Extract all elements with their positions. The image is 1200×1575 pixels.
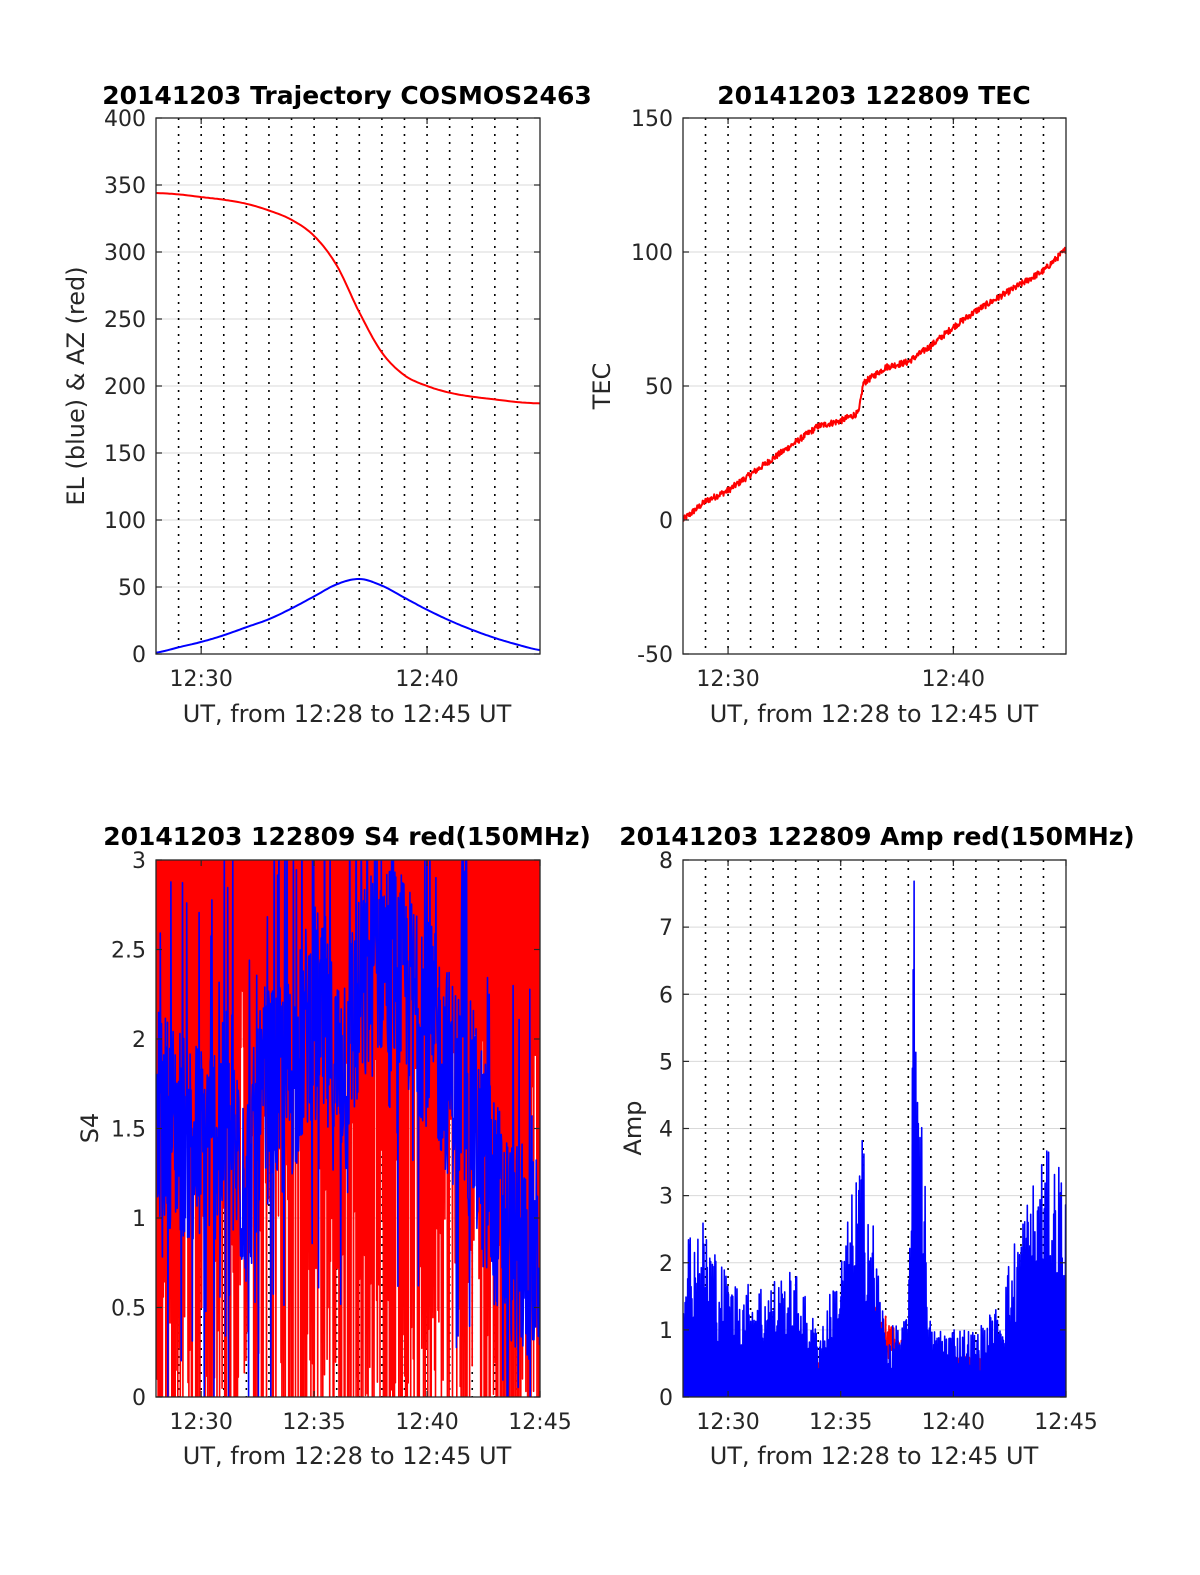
y-tick-label: 1 — [659, 1319, 673, 1344]
plot-area — [683, 246, 1066, 522]
y-tick-label: 2 — [132, 1028, 146, 1053]
x-tick-label: 12:45 — [508, 1410, 571, 1435]
grid — [683, 859, 1066, 1398]
y-tick-label: 50 — [118, 576, 146, 601]
y-axis-label: Amp — [619, 1100, 647, 1155]
x-tick-label: 12:40 — [922, 1410, 985, 1435]
y-axis-label: EL (blue) & AZ (red) — [62, 266, 90, 505]
y-tick-label: 6 — [659, 983, 673, 1008]
y-tick-label: 350 — [104, 174, 146, 199]
s4-chart: 20141203 122809 S4 red(150MHz) UT, from … — [76, 822, 591, 1470]
y-tick-label: -50 — [637, 643, 673, 668]
grid — [683, 117, 1066, 655]
y-axis-label: S4 — [76, 1113, 104, 1144]
series-line-red — [683, 246, 1066, 522]
y-tick-label: 0.5 — [111, 1297, 146, 1322]
y-tick-label: 5 — [659, 1050, 673, 1075]
x-tick-label: 12:35 — [809, 1410, 872, 1435]
y-tick-label: 0 — [132, 1386, 146, 1411]
y-tick-label: 3 — [659, 1185, 673, 1210]
plot-area — [156, 860, 540, 1397]
y-tick-label: 400 — [104, 107, 146, 132]
y-tick-label: 50 — [645, 375, 673, 400]
chart-title: 20141203 Trajectory COSMOS2463 — [102, 81, 592, 110]
y-tick-label: 100 — [104, 509, 146, 534]
x-tick-label: 12:40 — [395, 667, 458, 692]
y-tick-label: 0 — [132, 643, 146, 668]
y-tick-label: 0 — [659, 509, 673, 534]
amp-chart: 20141203 122809 Amp red(150MHz) UT, from… — [619, 822, 1135, 1470]
x-tick-label: 12:30 — [696, 1410, 759, 1435]
y-tick-label: 8 — [659, 849, 673, 874]
trajectory-chart: 20141203 Trajectory COSMOS2463 UT, from … — [62, 81, 592, 728]
x-tick-label: 12:30 — [169, 1410, 232, 1435]
y-tick-label: 150 — [104, 442, 146, 467]
y-tick-label: 1 — [132, 1207, 146, 1232]
x-tick-label: 12:30 — [169, 667, 232, 692]
x-tick-label: 12:45 — [1034, 1410, 1097, 1435]
x-tick-label: 12:40 — [395, 1410, 458, 1435]
tec-chart: 20141203 122809 TEC UT, from 12:28 to 12… — [588, 81, 1067, 728]
y-tick-label: 200 — [104, 375, 146, 400]
y-tick-label: 4 — [659, 1118, 673, 1143]
x-axis-label: UT, from 12:28 to 12:45 UT — [183, 700, 512, 728]
series-line-red — [156, 192, 540, 405]
x-axis-label: UT, from 12:28 to 12:45 UT — [710, 1442, 1039, 1470]
plot-area — [683, 880, 1066, 1397]
x-axis-label: UT, from 12:28 to 12:45 UT — [183, 1442, 512, 1470]
x-axis-label: UT, from 12:28 to 12:45 UT — [710, 700, 1039, 728]
y-tick-label: 3 — [132, 849, 146, 874]
y-tick-label: 7 — [659, 916, 673, 941]
grid — [156, 117, 540, 655]
chart-title: 20141203 122809 S4 red(150MHz) — [103, 822, 591, 851]
y-tick-label: 150 — [631, 107, 673, 132]
y-tick-label: 2.5 — [111, 939, 146, 964]
series-line-blue — [683, 880, 1066, 1397]
y-axis-label: TEC — [588, 363, 616, 411]
y-tick-label: 1.5 — [111, 1118, 146, 1143]
series-line-blue — [156, 578, 540, 654]
chart-title: 20141203 122809 TEC — [717, 81, 1030, 110]
x-tick-label: 12:30 — [696, 667, 759, 692]
x-tick-label: 12:40 — [922, 667, 985, 692]
series-line-blue — [156, 860, 540, 1397]
chart-title: 20141203 122809 Amp red(150MHz) — [619, 822, 1135, 851]
y-tick-label: 2 — [659, 1252, 673, 1277]
y-tick-label: 100 — [631, 241, 673, 266]
y-tick-label: 300 — [104, 241, 146, 266]
plot-area — [156, 192, 540, 654]
y-tick-label: 0 — [659, 1386, 673, 1411]
y-tick-label: 250 — [104, 308, 146, 333]
x-tick-label: 12:35 — [282, 1410, 345, 1435]
